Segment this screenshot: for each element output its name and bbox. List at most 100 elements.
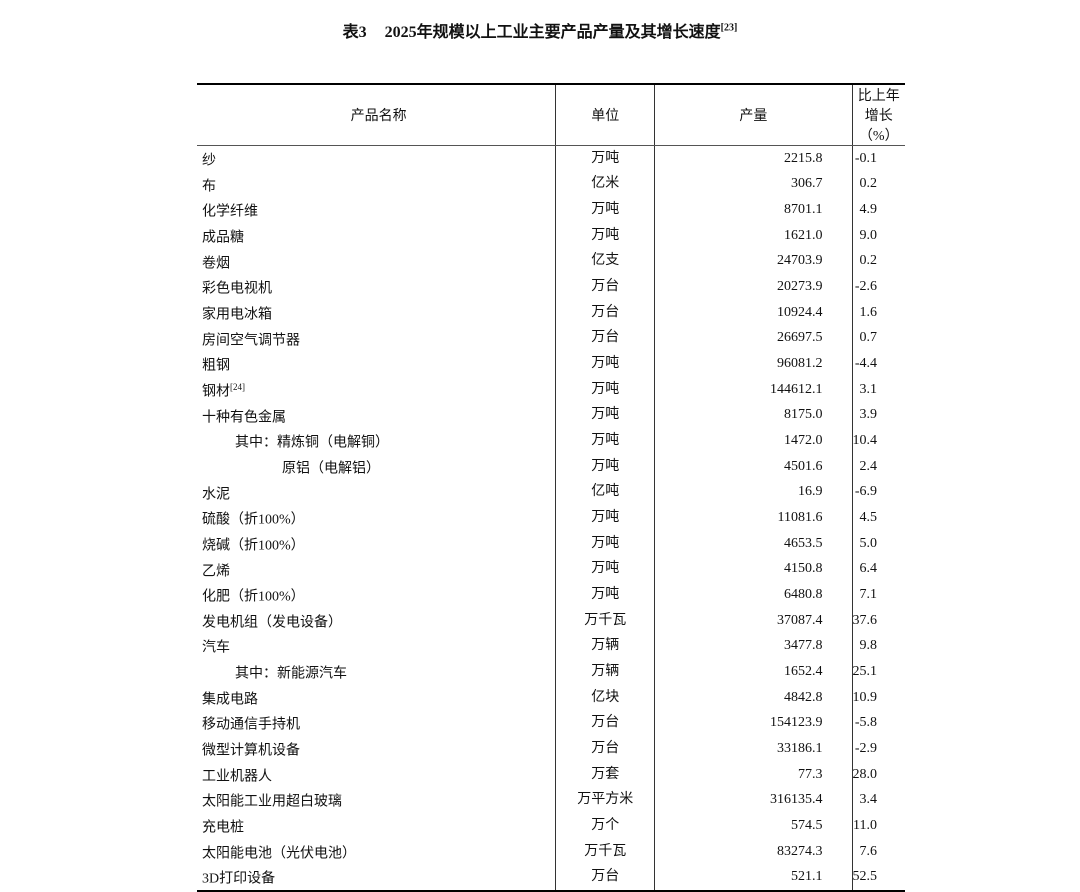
growth: 2.4 — [851, 453, 905, 480]
product-name: 微型计算机设备 — [197, 736, 556, 762]
table-row: 房间空气调节器 万台 26697.5 0.7 — [197, 325, 905, 352]
output: 8701.1 — [654, 197, 852, 223]
unit: 万台 — [555, 736, 655, 762]
product-name-text: 太阳能电池（光伏电池） — [202, 846, 356, 862]
product-name: 水泥 — [197, 480, 556, 506]
product-name-text: 其中：精炼铜（电解铜） — [235, 435, 389, 451]
product-name-text: 移动通信手持机 — [202, 718, 300, 734]
growth: -4.4 — [851, 351, 905, 377]
output: 144612.1 — [654, 376, 852, 403]
unit: 万吨 — [555, 453, 655, 480]
product-name-text: 乙烯 — [202, 564, 230, 580]
header-unit: 单位 — [555, 84, 655, 146]
unit: 万套 — [555, 761, 655, 788]
unit: 万千瓦 — [555, 838, 655, 865]
growth: 28.0 — [851, 761, 905, 788]
product-name: 3D打印设备 — [197, 864, 556, 891]
table-row: 原铝（电解铝） 万吨 4501.6 2.4 — [197, 453, 905, 480]
output: 8175.0 — [654, 402, 852, 429]
table-row: 十种有色金属 万吨 8175.0 3.9 — [197, 402, 905, 429]
growth: 37.6 — [851, 607, 905, 634]
unit: 亿米 — [555, 171, 655, 198]
product-name-text: 纱 — [202, 153, 216, 169]
product-name: 家用电冰箱 — [197, 300, 556, 326]
growth: 10.9 — [851, 684, 905, 711]
growth: 4.5 — [851, 505, 905, 531]
product-name-text: 粗钢 — [202, 358, 230, 374]
product-name-text: 化学纤维 — [202, 204, 258, 220]
product-name-text: 钢材 — [202, 384, 230, 400]
table-number: 表3 — [342, 24, 367, 41]
product-name-text: 烧碱（折100%） — [202, 538, 305, 554]
output: 316135.4 — [654, 787, 852, 814]
unit: 万台 — [555, 864, 655, 892]
product-name: 其中：精炼铜（电解铜） — [197, 428, 556, 454]
output: 2215.8 — [654, 145, 852, 172]
unit: 万吨 — [555, 351, 655, 377]
growth: -0.1 — [851, 145, 905, 172]
table-row: 硫酸（折100%） 万吨 11081.6 4.5 — [197, 505, 905, 531]
product-name-text: 集成电路 — [202, 692, 258, 708]
growth: 10.4 — [851, 428, 905, 454]
product-name: 成品糖 — [197, 223, 556, 249]
table-row: 卷烟 亿支 24703.9 0.2 — [197, 248, 905, 275]
table-row: 汽车 万辆 3477.8 9.8 — [197, 633, 905, 660]
output: 11081.6 — [654, 505, 852, 531]
product-name: 发电机组（发电设备） — [197, 608, 556, 634]
product-name: 十种有色金属 — [197, 403, 556, 429]
unit: 万台 — [555, 325, 655, 352]
product-name: 布 — [197, 172, 556, 198]
output: 3477.8 — [654, 633, 852, 660]
unit: 万辆 — [555, 659, 655, 685]
table-row: 发电机组（发电设备） 万千瓦 37087.4 37.6 — [197, 607, 905, 634]
product-name-text: 太阳能工业用超白玻璃 — [202, 795, 342, 811]
output: 154123.9 — [654, 710, 852, 737]
product-name-text: 其中：新能源汽车 — [235, 666, 347, 682]
product-name-text: 充电桩 — [202, 820, 244, 836]
output: 521.1 — [654, 864, 852, 892]
table-row: 家用电冰箱 万台 10924.4 1.6 — [197, 299, 905, 326]
growth: -5.8 — [851, 710, 905, 737]
product-name: 移动通信手持机 — [197, 710, 556, 736]
output: 16.9 — [654, 479, 852, 506]
table-row: 太阳能电池（光伏电池） 万千瓦 83274.3 7.6 — [197, 838, 905, 865]
unit: 万吨 — [555, 530, 655, 557]
product-name: 卷烟 — [197, 249, 556, 275]
product-name: 房间空气调节器 — [197, 326, 556, 352]
table-row: 工业机器人 万套 77.3 28.0 — [197, 761, 905, 788]
product-name: 工业机器人 — [197, 762, 556, 788]
growth: 9.8 — [851, 633, 905, 660]
product-name: 集成电路 — [197, 685, 556, 711]
table-row: 彩色电视机 万台 20273.9 -2.6 — [197, 274, 905, 300]
product-name: 化学纤维 — [197, 197, 556, 223]
table-row: 布 亿米 306.7 0.2 — [197, 171, 905, 198]
unit: 万吨 — [555, 582, 655, 608]
table-title-text: 2025年规模以上工业主要产品产量及其增长速度 — [384, 24, 721, 41]
product-name-text: 水泥 — [202, 487, 230, 503]
product-name: 充电桩 — [197, 813, 556, 839]
table-row: 其中：新能源汽车 万辆 1652.4 25.1 — [197, 659, 905, 685]
unit: 万台 — [555, 274, 655, 300]
table-row: 其中：精炼铜（电解铜） 万吨 1472.0 10.4 — [197, 428, 905, 454]
growth: 7.6 — [851, 838, 905, 865]
growth: -6.9 — [851, 479, 905, 506]
output: 83274.3 — [654, 838, 852, 865]
unit: 万吨 — [555, 222, 655, 249]
table-row: 烧碱（折100%） 万吨 4653.5 5.0 — [197, 530, 905, 557]
table-row: 3D打印设备 万台 521.1 52.5 — [197, 864, 905, 892]
unit: 万平方米 — [555, 787, 655, 814]
output: 4842.8 — [654, 684, 852, 711]
growth: 5.0 — [851, 530, 905, 557]
output: 306.7 — [654, 171, 852, 198]
unit: 亿支 — [555, 248, 655, 275]
growth: 0.7 — [851, 325, 905, 352]
header-output: 产量 — [654, 84, 852, 146]
output: 574.5 — [654, 813, 852, 839]
unit: 万吨 — [555, 556, 655, 583]
product-name-text: 3D打印设备 — [202, 872, 276, 888]
product-name-text: 房间空气调节器 — [202, 333, 300, 349]
output: 37087.4 — [654, 607, 852, 634]
product-name: 太阳能工业用超白玻璃 — [197, 787, 556, 813]
growth: 3.9 — [851, 402, 905, 429]
product-name-text: 家用电冰箱 — [202, 307, 272, 323]
